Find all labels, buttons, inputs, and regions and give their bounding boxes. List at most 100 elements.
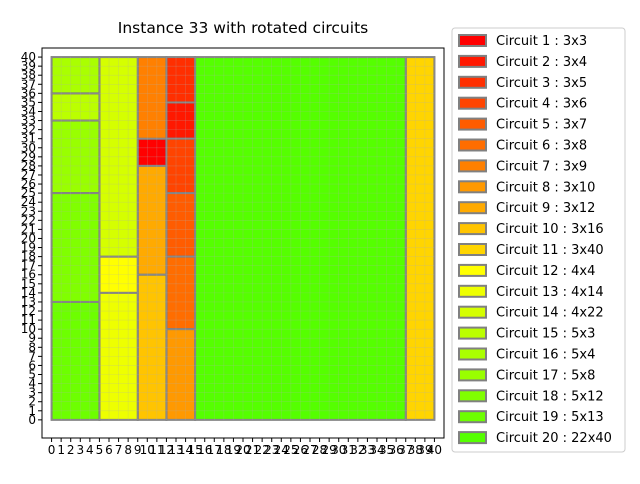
legend-label: Circuit 19 : 5x13 [496, 410, 604, 425]
y-tick-label: 17 [21, 259, 36, 273]
y-tick-label: 23 [21, 204, 36, 218]
legend-box [451, 27, 626, 453]
x-tick-label: 24 [274, 443, 289, 457]
circuit-rect-1 [136, 137, 168, 167]
x-tick-label: 28 [312, 443, 327, 457]
legend-swatch [458, 368, 487, 382]
x-tick-label: 39 [417, 443, 432, 457]
legend-label: Circuit 16 : 5x4 [496, 348, 595, 363]
legend-swatch [458, 201, 487, 215]
legend-label: Circuit 1 : 3x3 [496, 34, 587, 49]
x-tick-label: 9 [134, 443, 142, 457]
x-tick-label: 22 [255, 443, 270, 457]
legend-swatch [458, 180, 487, 194]
legend-label: Circuit 13 : 4x14 [496, 285, 604, 300]
legend-swatch [458, 347, 487, 361]
x-tick-label: 8 [124, 443, 132, 457]
y-tick-label: 29 [21, 150, 36, 164]
y-tick-label: 11 [21, 313, 36, 327]
y-tick-label: 35 [21, 95, 36, 109]
legend-swatch [458, 431, 487, 445]
x-tick-label: 14 [178, 443, 193, 457]
y-tick-label: 31 [21, 132, 36, 146]
y-tick-label: 28 [21, 159, 36, 173]
legend-label: Circuit 11 : 3x40 [496, 243, 604, 258]
legend-swatch [458, 243, 487, 256]
y-tick-label: 10 [21, 322, 36, 336]
circuit-rect-19 [50, 300, 101, 421]
legend-label: Circuit 5 : 3x7 [496, 118, 587, 133]
x-tick-label: 4 [86, 443, 94, 457]
legend-swatch [458, 284, 487, 298]
y-tick-label: 3 [28, 386, 36, 400]
legend-label: Circuit 15 : 5x3 [496, 327, 595, 342]
x-tick-label: 12 [159, 443, 174, 457]
y-tick-label: 21 [21, 222, 36, 236]
y-tick-label: 32 [21, 123, 36, 137]
y-tick-label: 38 [21, 68, 36, 82]
legend-swatch [458, 222, 487, 236]
legend-swatch [458, 75, 487, 89]
chart-title: Instance 33 with rotated circuits [118, 19, 368, 37]
y-tick-label: 8 [28, 340, 36, 354]
x-tick-label: 10 [140, 443, 155, 457]
circuit-rect-17 [50, 119, 101, 195]
y-tick-label: 37 [21, 77, 36, 91]
x-tick-label: 6 [105, 443, 113, 457]
y-tick-label: 30 [21, 141, 36, 155]
x-tick-label: 33 [360, 443, 375, 457]
x-tick-label: 29 [322, 443, 337, 457]
y-tick-label: 16 [21, 268, 36, 282]
x-tick-label: 30 [331, 443, 346, 457]
legend-swatch [458, 117, 487, 131]
x-tick-label: 34 [369, 443, 384, 457]
x-tick-label: 25 [283, 443, 298, 457]
y-tick-label: 34 [21, 104, 36, 118]
legend-label: Circuit 10 : 3x16 [496, 222, 604, 237]
circuit-rect-5 [165, 192, 197, 258]
legend-label: Circuit 7 : 3x9 [496, 159, 587, 174]
x-tick-label: 7 [115, 443, 123, 457]
y-tick-label: 14 [21, 286, 36, 300]
legend-swatch [458, 138, 487, 152]
x-tick-label: 3 [76, 443, 84, 457]
y-tick-label: 19 [21, 241, 36, 255]
legend-swatch [458, 263, 487, 277]
y-tick-label: 7 [28, 349, 36, 363]
x-tick-label: 32 [350, 443, 365, 457]
legend-swatch [458, 389, 487, 403]
legend-label: Circuit 18 : 5x12 [496, 389, 604, 404]
legend-swatch [458, 34, 487, 47]
x-tick-label: 2 [67, 443, 75, 457]
x-tick-label: 20 [235, 443, 250, 457]
x-tick-label: 27 [302, 443, 317, 457]
x-tick-label: 1 [57, 443, 65, 457]
y-tick-label: 18 [21, 250, 36, 264]
y-tick-label: 39 [21, 59, 36, 73]
y-tick-label: 12 [21, 304, 36, 318]
legend-label: Circuit 4 : 3x6 [496, 97, 587, 112]
x-tick-label: 36 [389, 443, 404, 457]
x-tick-label: 5 [96, 443, 104, 457]
y-tick-label: 26 [21, 177, 36, 191]
x-tick-label: 35 [379, 443, 394, 457]
y-tick-label: 27 [21, 168, 36, 182]
y-tick-label: 36 [21, 86, 36, 100]
y-tick-label: 4 [28, 377, 36, 391]
x-tick-label: 40 [427, 443, 442, 457]
x-tick-label: 0 [48, 443, 56, 457]
y-tick-label: 25 [21, 186, 36, 200]
x-tick-label: 21 [245, 443, 260, 457]
y-tick-label: 33 [21, 114, 36, 128]
legend-swatch [458, 305, 487, 319]
y-tick-label: 6 [28, 358, 36, 372]
x-tick-label: 31 [341, 443, 356, 457]
legend-label: Circuit 3 : 3x5 [496, 76, 587, 91]
x-tick-label: 17 [207, 443, 222, 457]
y-tick-label: 2 [28, 395, 36, 409]
circuit-rect-20 [194, 56, 407, 421]
y-tick-label: 1 [28, 404, 36, 418]
circuit-rect-16 [50, 56, 101, 95]
legend-label: Circuit 14 : 4x22 [496, 306, 604, 321]
